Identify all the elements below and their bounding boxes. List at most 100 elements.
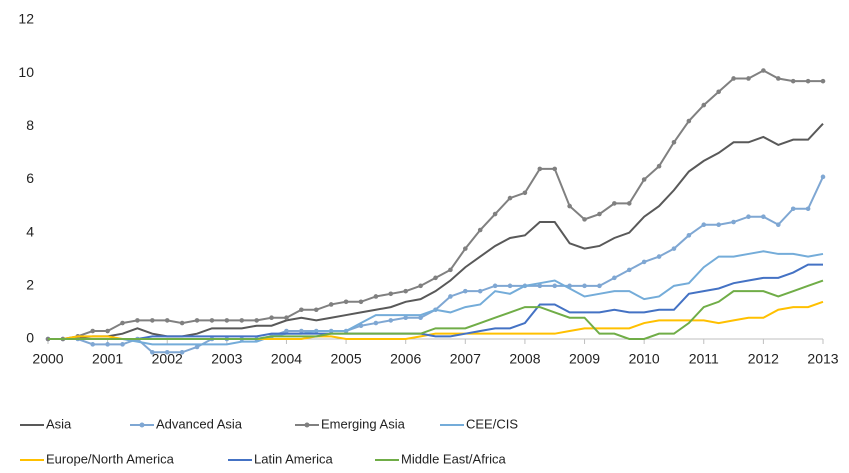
y-tick-label: 2	[26, 277, 34, 293]
series-marker	[716, 222, 721, 227]
series-marker	[239, 318, 245, 323]
series-marker	[820, 174, 826, 180]
x-tick-label: 2001	[92, 351, 123, 367]
series-marker	[537, 166, 543, 172]
series-marker	[135, 318, 140, 323]
series-marker	[761, 214, 766, 220]
legend-label: Latin America	[254, 451, 334, 466]
x-tick-label: 2003	[211, 351, 242, 367]
series-marker	[820, 78, 826, 84]
series-marker	[120, 342, 125, 347]
series-marker	[686, 118, 692, 124]
legend-label: Middle East/Africa	[401, 451, 507, 466]
series-marker	[313, 307, 319, 313]
series-marker	[775, 76, 781, 81]
series-marker	[403, 288, 408, 294]
series-marker	[731, 219, 736, 225]
series-marker	[388, 318, 394, 323]
legend-marker	[139, 422, 145, 428]
series-marker	[656, 254, 662, 259]
series-line	[48, 69, 823, 340]
series-marker	[522, 190, 528, 196]
series-marker	[403, 315, 408, 321]
series-marker	[582, 217, 587, 222]
series-marker	[805, 206, 811, 212]
series-marker	[612, 275, 617, 281]
series-line	[48, 250, 824, 346]
y-tick-label: 0	[26, 330, 34, 346]
series-line	[48, 279, 824, 340]
series-marker	[105, 328, 110, 334]
series-marker	[597, 283, 602, 289]
series-marker	[582, 283, 587, 289]
y-tick-label: 10	[18, 64, 34, 80]
series-marker	[671, 139, 677, 145]
series-marker	[299, 328, 304, 334]
series-marker	[179, 320, 185, 326]
series-marker	[284, 315, 289, 321]
series-marker	[373, 294, 379, 299]
series-marker	[507, 283, 513, 289]
series-marker	[120, 320, 125, 326]
series-marker	[686, 233, 692, 238]
series-marker	[492, 211, 498, 217]
series-marker	[254, 318, 259, 323]
series-marker	[492, 283, 498, 289]
series-marker	[224, 318, 230, 323]
series-marker	[597, 211, 602, 217]
series-marker	[701, 222, 707, 227]
series-marker	[90, 328, 96, 334]
y-tick-label: 8	[26, 117, 34, 133]
legend-label: CEE/CIS	[466, 416, 518, 431]
x-tick-label: 2013	[807, 351, 838, 367]
x-tick-label: 2004	[271, 351, 302, 367]
series-marker	[373, 320, 379, 326]
series-marker	[701, 102, 707, 108]
series-marker	[731, 76, 736, 81]
series-marker	[418, 283, 423, 289]
x-tick-label: 2006	[390, 351, 421, 367]
series-marker	[284, 328, 289, 334]
series-marker	[641, 177, 647, 182]
series-marker	[790, 78, 796, 84]
series-marker	[775, 222, 781, 227]
series-marker	[716, 89, 721, 95]
y-tick-label: 4	[26, 223, 34, 239]
legend-label: Emerging Asia	[321, 416, 406, 431]
y-tick-label: 6	[26, 170, 34, 186]
series-marker	[150, 318, 155, 323]
legend-label: Advanced Asia	[156, 416, 243, 431]
series-marker	[90, 342, 96, 347]
series-marker	[746, 214, 751, 220]
series-marker	[761, 68, 766, 73]
series-marker	[150, 349, 155, 355]
y-tick-label: 12	[18, 11, 34, 27]
x-tick-label: 2005	[330, 351, 361, 367]
series-marker	[537, 283, 543, 289]
series-marker	[164, 349, 170, 355]
x-tick-label: 2009	[569, 351, 600, 367]
legend-label: Europe/North America	[46, 451, 175, 466]
series-marker	[299, 307, 304, 313]
series-marker	[328, 302, 334, 307]
x-tick-label: 2010	[629, 351, 660, 367]
series-marker	[671, 246, 677, 251]
series-marker	[448, 294, 453, 299]
x-tick-label: 2000	[32, 351, 63, 367]
series-marker	[746, 76, 751, 81]
series-marker	[209, 318, 215, 323]
x-tick-label: 2002	[152, 351, 183, 367]
series-marker	[463, 246, 468, 251]
series-marker	[626, 201, 632, 206]
x-tick-label: 2007	[450, 351, 481, 367]
legend-marker	[304, 422, 310, 428]
series-marker	[358, 299, 364, 305]
x-tick-label: 2008	[509, 351, 540, 367]
series-marker	[194, 318, 200, 323]
series-marker	[477, 288, 483, 294]
series-marker	[612, 201, 617, 206]
series-marker	[552, 166, 558, 172]
series-marker	[790, 206, 796, 212]
series-marker	[388, 291, 394, 297]
